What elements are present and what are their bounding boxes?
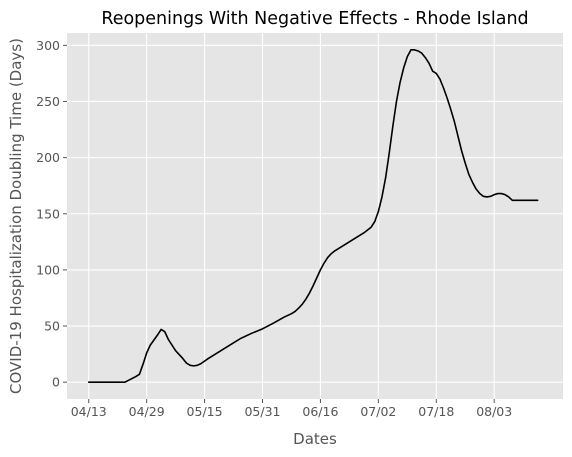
chart-title: Reopenings With Negative Effects - Rhode… [101,9,528,29]
y-tick-label: 250 [36,94,60,109]
y-axis-ticks: 0 50 100 150 200 250 300 [36,38,67,390]
y-tick-label: 300 [36,38,60,53]
x-tick-label: 04/29 [129,404,165,419]
x-tick-label: 08/03 [476,404,512,419]
x-tick-label: 05/15 [187,404,223,419]
x-tick-label: 04/13 [71,404,107,419]
x-tick-label: 07/18 [418,404,454,419]
plot-area [67,33,563,399]
y-tick-label: 0 [52,375,60,390]
y-axis-label: COVID-19 Hospitalization Doubling Time (… [7,38,25,394]
x-axis-label: Dates [293,430,337,448]
y-tick-label: 50 [44,319,60,334]
series-group [87,49,539,383]
x-tick-label: 05/31 [244,404,280,419]
grid-lines [67,33,563,399]
x-tick-label: 07/02 [360,404,396,419]
x-tick-label: 06/16 [302,404,338,419]
y-tick-label: 150 [36,206,60,221]
x-axis-ticks: 04/13 04/29 05/15 05/31 06/16 07/02 07/18 08/03 [71,399,512,419]
y-tick-label: 100 [36,262,60,277]
series-line [87,49,539,383]
y-tick-label: 200 [36,150,60,165]
